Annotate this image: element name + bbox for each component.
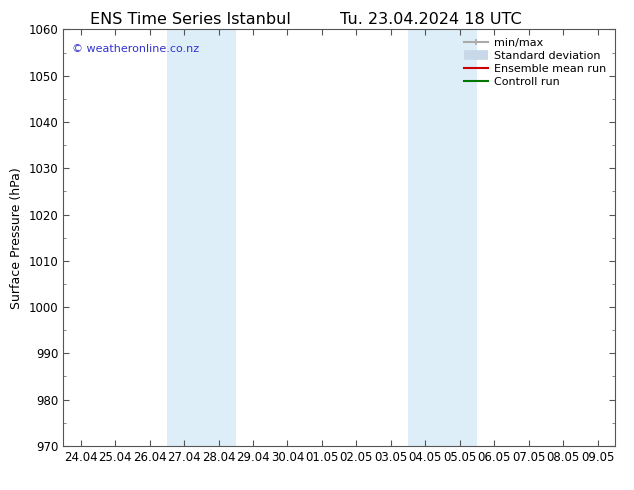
Bar: [167, 29, 236, 446]
Legend: min/max, Standard deviation, Ensemble mean run, Controll run: min/max, Standard deviation, Ensemble me…: [460, 35, 609, 90]
Y-axis label: Surface Pressure (hPa): Surface Pressure (hPa): [10, 167, 23, 309]
Text: ENS Time Series Istanbul: ENS Time Series Istanbul: [90, 12, 290, 27]
Bar: [408, 29, 477, 446]
Text: © weatheronline.co.nz: © weatheronline.co.nz: [72, 44, 199, 54]
Text: Tu. 23.04.2024 18 UTC: Tu. 23.04.2024 18 UTC: [340, 12, 522, 27]
